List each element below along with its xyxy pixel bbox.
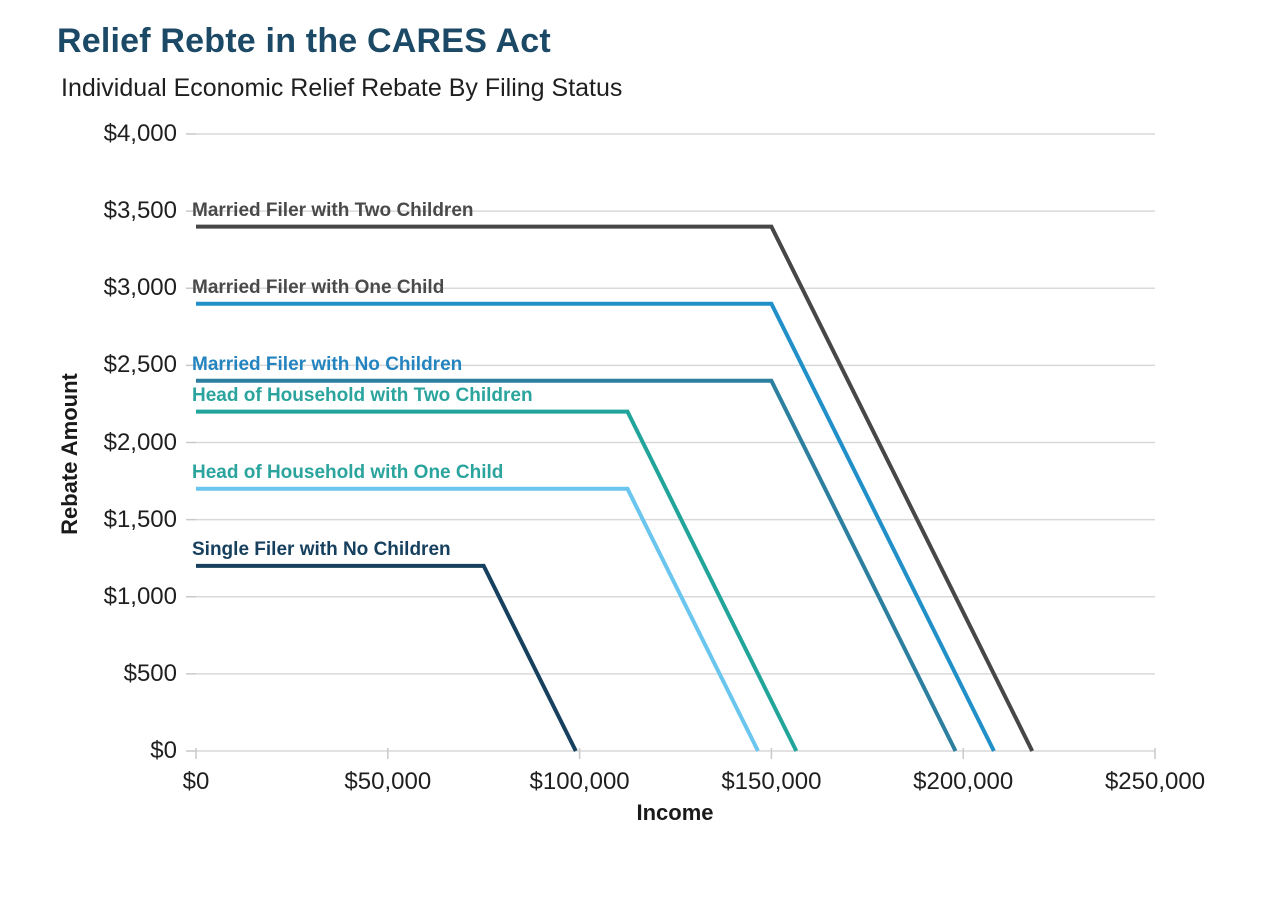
series-line-head-of-household-with-one-child xyxy=(196,486,760,752)
series-label-married-filer-with-no-children: Married Filer with No Children xyxy=(192,353,463,375)
series-label-married-filer-with-two-children: Married Filer with Two Children xyxy=(192,199,474,221)
series-label-head-of-household-with-two-children: Head of Household with Two Children xyxy=(192,384,533,406)
y-tick-label-2500: $2,500 xyxy=(103,351,177,379)
y-tick-label-2000: $2,000 xyxy=(103,428,177,456)
x-tick-label-250000: $250,000 xyxy=(1104,768,1206,795)
y-tick-label-0: $0 xyxy=(150,737,177,764)
y-tick-label-3500: $3,500 xyxy=(103,197,177,225)
chart-subtitle: Individual Economic Relief Rebate By Fil… xyxy=(61,74,623,102)
y-tick-label-1000: $1,000 xyxy=(103,582,177,610)
series-label-single-filer-with-no-children: Single Filer with No Children xyxy=(192,538,451,560)
x-axis-title: Income xyxy=(636,800,714,825)
series-label-head-of-household-with-one-child: Head of Household with One Child xyxy=(192,461,504,483)
x-tick-label-0: $0 xyxy=(182,768,210,795)
y-tick-label-4000: $4,000 xyxy=(103,120,177,147)
page-title: Relief Rebte in the CARES Act xyxy=(57,22,551,60)
series-line-head-of-household-with-two-children xyxy=(196,409,799,752)
y-tick-label-1500: $1,500 xyxy=(103,505,177,533)
x-tick-label-100000: $100,000 xyxy=(529,768,630,795)
series-label-married-filer-with-one-child: Married Filer with One Child xyxy=(192,276,445,298)
series-line-married-filer-with-no-children xyxy=(196,378,958,752)
x-tick-label-200000: $200,000 xyxy=(913,768,1014,795)
x-tick-label-150000: $150,000 xyxy=(721,768,822,795)
series-line-married-filer-with-one-child xyxy=(196,301,996,752)
series-line-single-filer-with-no-children xyxy=(196,563,578,752)
series-line-married-filer-with-two-children xyxy=(196,224,1034,752)
y-tick-label-3000: $3,000 xyxy=(103,274,177,302)
y-tick-label-500: $500 xyxy=(123,659,177,687)
x-tick-label-50000: $50,000 xyxy=(344,768,432,795)
